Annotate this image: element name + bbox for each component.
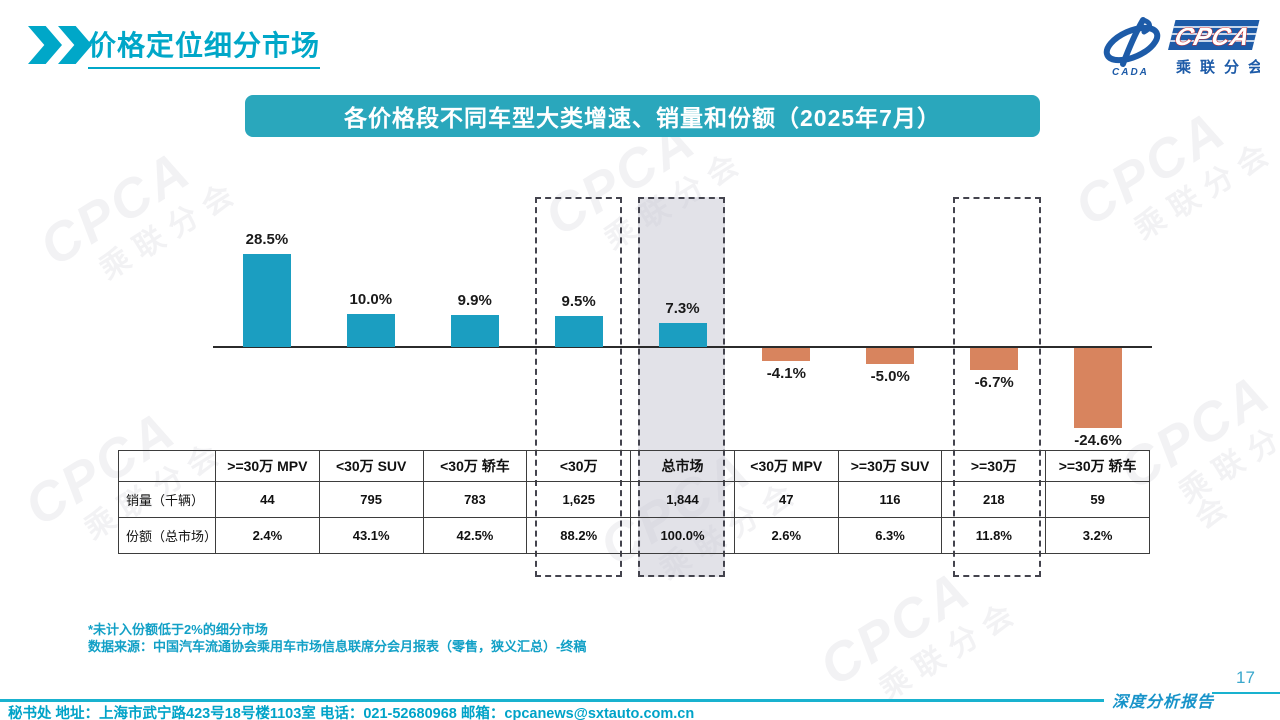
footer-divider-line [0, 699, 1104, 702]
cpca-logo: CADA CPCA 乘联分会 [1096, 14, 1263, 83]
table-col-header: >=30万 MPV [216, 451, 320, 482]
bar-总市场 [658, 323, 707, 347]
table-col-header: <30万 轿车 [423, 451, 528, 482]
bar-value-label: -24.6% [1074, 432, 1122, 450]
cpca-ellipse-icon [1103, 17, 1161, 67]
cpca-sub-text: 乘联分会 [1175, 58, 1260, 76]
bar->=30万 SUV [866, 348, 915, 365]
footer-contact: 秘书处 地址：上海市武宁路423号18号楼1103室 电话：021-526809… [8, 706, 695, 720]
table-row-header: 份额（总市场） [119, 518, 217, 554]
table-cell: 116 [838, 482, 943, 518]
table-cell: 47 [734, 482, 839, 518]
bar-value-label: -5.0% [870, 368, 910, 386]
footnote-source: 数据来源：中国汽车流通协会乘用车市场信息联席分会月报表（零售，狭义汇总）-终稿 [88, 639, 587, 654]
bar-<30万 [554, 316, 603, 347]
table-cell: 100.0% [631, 518, 735, 554]
chart-banner-title: 各价格段不同车型大类增速、销量和份额（2025年7月） [245, 95, 1040, 137]
cpca-flag: CPCA [1168, 20, 1260, 51]
cada-text: CADA [1112, 67, 1149, 78]
table-cell: 218 [942, 482, 1047, 518]
chevron-right-icon [28, 26, 62, 64]
table-cell: 6.3% [838, 518, 943, 554]
highlight-box-under-30w [535, 197, 622, 577]
table-cell: 44 [216, 482, 320, 518]
table-cell: 783 [423, 482, 528, 518]
report-type-label: 深度分析报告 [1112, 694, 1215, 711]
footer-divider-line-right [1212, 692, 1280, 694]
table-col-header: <30万 MPV [734, 451, 839, 482]
table-cell: 88.2% [527, 518, 632, 554]
table-col-header: 总市场 [631, 451, 735, 482]
table-cell: 11.8% [942, 518, 1047, 554]
cpca-logo-graphic: CADA CPCA 乘联分会 [1103, 17, 1263, 78]
bar-value-label: 7.3% [665, 300, 700, 318]
page-number: 17 [1236, 668, 1255, 687]
table-cell: 1,844 [631, 482, 735, 518]
table-col-header: >=30万 SUV [838, 451, 943, 482]
table-cell: 43.1% [319, 518, 424, 554]
data-table: >=30万 MPV <30万 SUV <30万 轿车 <30万 总市场 <30万 MPV >… [118, 450, 1150, 554]
table-corner-cell [119, 451, 216, 482]
bar-value-label: -6.7% [974, 373, 1014, 391]
bar->=30万 [970, 348, 1019, 370]
bar-value-label: 9.9% [457, 291, 492, 309]
svg-text:CPCA: CPCA [1172, 23, 1254, 51]
table-col-header: >=30万 [942, 451, 1047, 482]
table-col-header: <30万 SUV [319, 451, 424, 482]
bar-value-label: 10.0% [349, 291, 393, 309]
highlight-box-total-market [638, 197, 725, 577]
table-cell: 42.5% [423, 518, 528, 554]
page-title: 价格定位细分市场 [88, 24, 321, 69]
bar-<30万 轿车 [450, 314, 499, 347]
bar-value-label: 9.5% [561, 293, 596, 311]
table-row-header: 销量（千辆） [119, 482, 216, 518]
table-cell: 3.2% [1046, 518, 1150, 554]
table-cell: 2.4% [216, 518, 320, 554]
table-cell: 2.6% [734, 518, 839, 554]
table-col-header: <30万 [527, 451, 632, 482]
chevron-right-icon [58, 26, 92, 64]
bar-value-label: 28.5% [245, 231, 289, 249]
table-cell: 59 [1046, 482, 1150, 518]
bar->=30万 轿车 [1074, 348, 1123, 429]
bar-value-label: -4.1% [766, 365, 806, 383]
highlight-box-over-30w [953, 197, 1041, 577]
bar-<30万 MPV [762, 348, 811, 362]
footnote-share: *未计入份额低于2%的细分市场 [88, 622, 268, 637]
zero-axis-line [213, 346, 1152, 348]
table-cell: 1,625 [527, 482, 632, 518]
bar-<30万 SUV [346, 314, 395, 347]
bar-chart: 28.5% 10.0% 9.9% 9.5% 7.3% -4.1% -5.0% -6.7% -24… [213, 197, 1152, 577]
bar->=30万 MPV [242, 254, 291, 347]
table-col-header: >=30万 轿车 [1046, 451, 1150, 482]
table-cell: 795 [319, 482, 424, 518]
